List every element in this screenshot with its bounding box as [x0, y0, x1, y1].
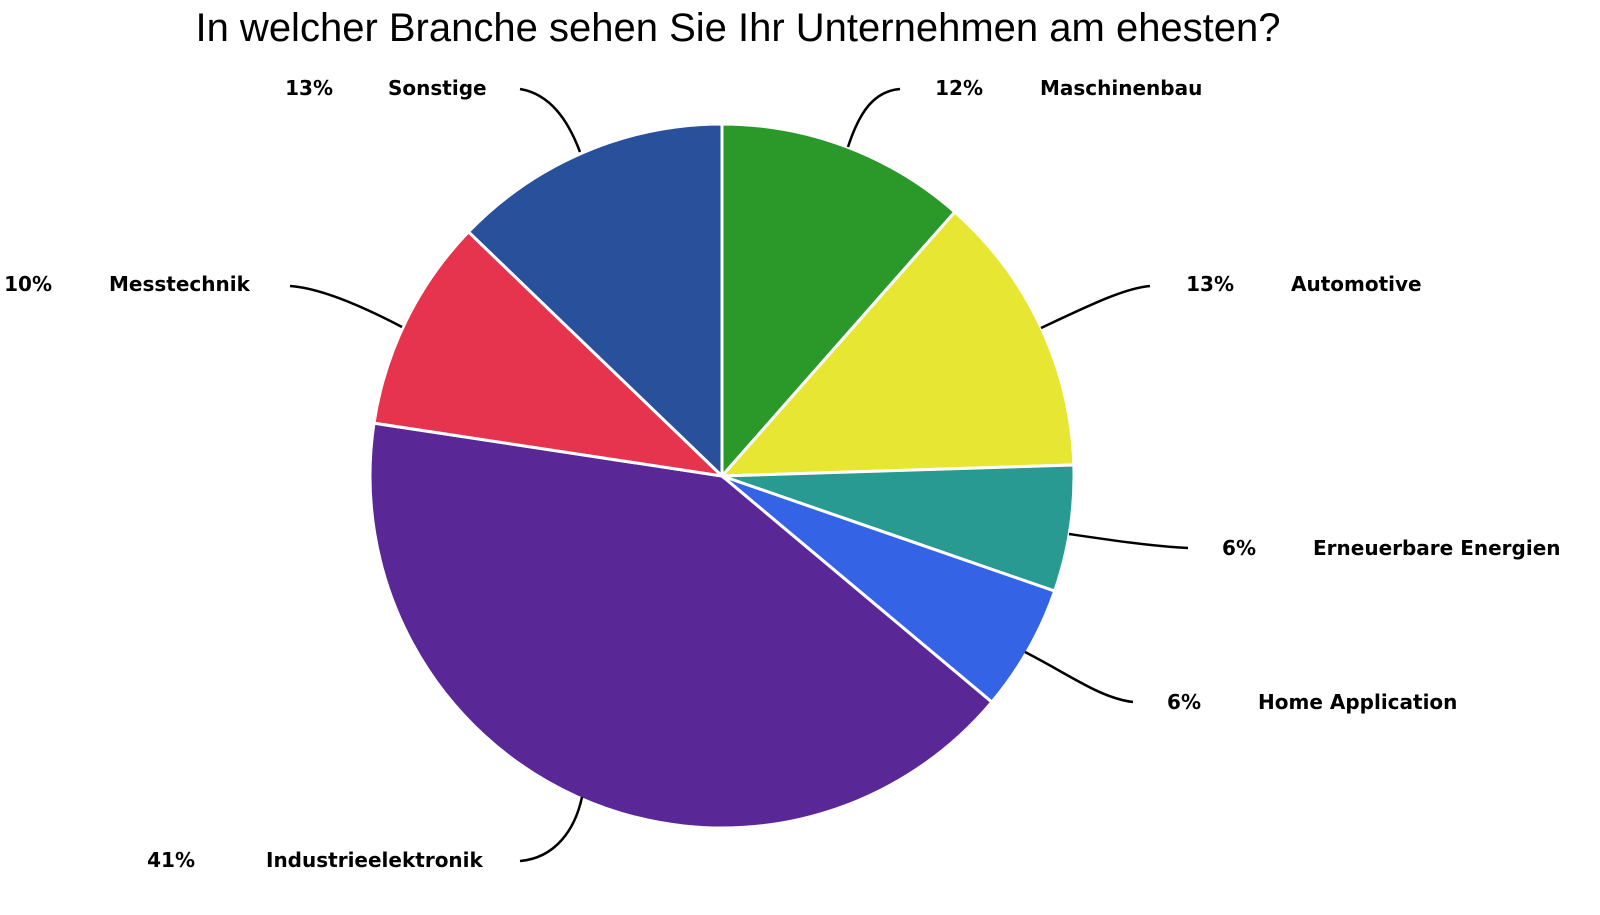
- slice-percent-label: 6%: [1222, 536, 1256, 560]
- leader-line: [1040, 284, 1151, 330]
- slice-category-label: Maschinenbau: [1040, 76, 1202, 100]
- slice-category-label: Automotive: [1291, 272, 1422, 296]
- chart-title: In welcher Branche sehen Sie Ihr Unterne…: [195, 6, 1280, 50]
- pie-slice-industrieelektronik: [368, 421, 994, 830]
- slice-category-label: Industrieelektronik: [266, 848, 484, 872]
- slice-category-label: Home Application: [1258, 690, 1457, 714]
- leader-line: [519, 796, 584, 863]
- leader-line: [1024, 650, 1134, 704]
- leader-line: [846, 87, 901, 148]
- slice-category-label: Messtechnik: [109, 272, 251, 296]
- pie-slice-erneuerbare-energien: [721, 463, 1076, 593]
- slice-labels: 12% Maschinenbau 13% Automotive 6% Erneuerbar…: [4, 76, 1560, 872]
- slice-percent-label: 41%: [147, 848, 195, 872]
- pie-slice-messtechnik: [372, 229, 727, 479]
- slice-percent-label: 6%: [1167, 690, 1201, 714]
- slice-percent-label: 12%: [935, 76, 983, 100]
- slice-percent-label: 10%: [4, 272, 52, 296]
- pie-slice-sonstige: [466, 122, 724, 480]
- slice-percent-label: 13%: [285, 76, 333, 100]
- pie-slice-maschinenbau: [720, 122, 957, 480]
- slice-category-label: Sonstige: [388, 76, 487, 100]
- pie-slice-home-application: [721, 474, 1057, 705]
- leader-lines: [289, 87, 1189, 863]
- leader-line: [289, 284, 403, 329]
- pie-slices: [368, 122, 1076, 830]
- leader-line: [519, 87, 582, 153]
- pie-slice-automotive: [718, 209, 1076, 478]
- leader-line: [1068, 532, 1189, 550]
- slice-category-label: Erneuerbare Energien: [1313, 536, 1561, 560]
- slice-percent-label: 13%: [1186, 272, 1234, 296]
